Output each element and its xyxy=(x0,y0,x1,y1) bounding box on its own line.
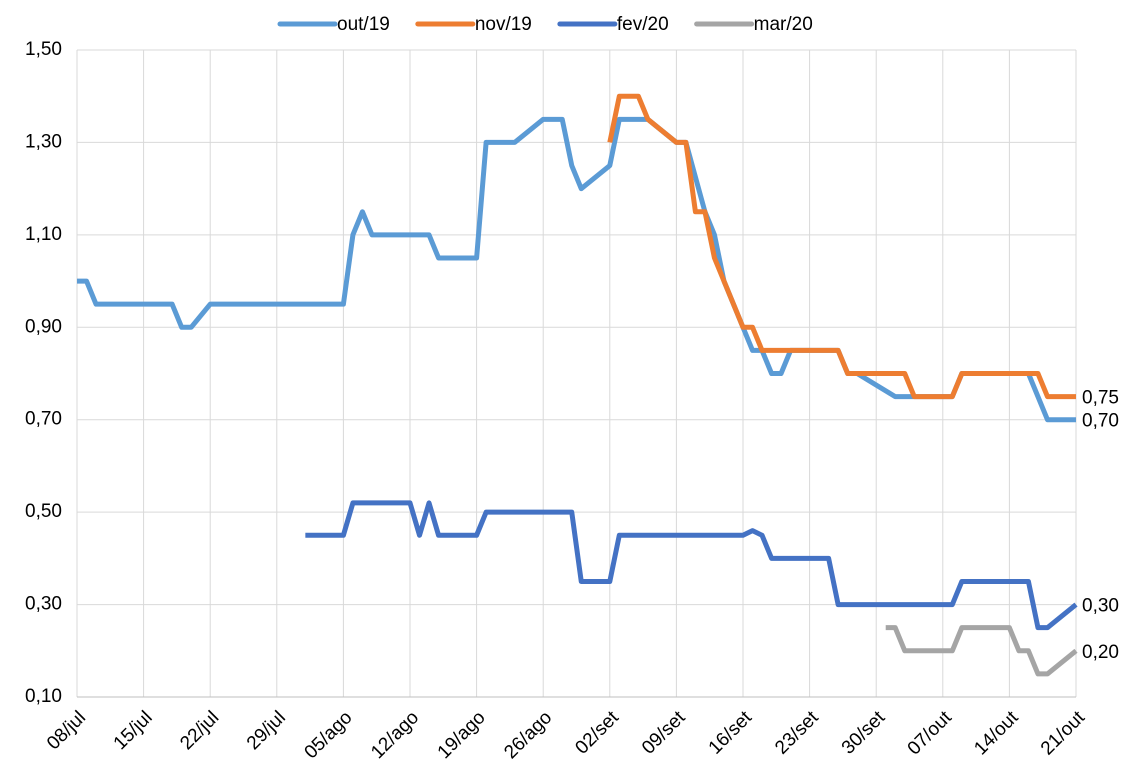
y-tick-label: 1,50 xyxy=(25,39,62,60)
x-tick-label: 05/ago xyxy=(301,707,357,763)
y-tick-label: 0,70 xyxy=(25,409,62,430)
x-tick-label: 07/out xyxy=(904,707,957,760)
x-tick-label: 29/jul xyxy=(243,707,290,754)
x-tick-label: 12/ago xyxy=(367,707,423,763)
x-tick-label: 19/ago xyxy=(434,707,490,763)
series-line xyxy=(77,116,1076,423)
x-tick-label: 14/out xyxy=(970,707,1023,760)
y-tick-label: 0,10 xyxy=(25,686,62,707)
legend-label: fev/20 xyxy=(617,14,669,35)
legend-label: out/19 xyxy=(337,14,390,35)
x-tick-label: 02/set xyxy=(571,707,623,759)
x-tick-label: 22/jul xyxy=(176,707,223,754)
end-label: 0,70 xyxy=(1082,411,1119,432)
y-tick-label: 1,10 xyxy=(25,224,62,245)
end-label: 0,75 xyxy=(1082,388,1119,409)
y-tick-label: 0,90 xyxy=(25,316,62,337)
legend-label: mar/20 xyxy=(754,14,813,35)
y-tick-label: 0,50 xyxy=(25,501,62,522)
x-tick-label: 16/set xyxy=(705,707,757,759)
x-tick-label: 21/out xyxy=(1037,707,1090,760)
series-line xyxy=(607,93,1076,400)
x-tick-label: 30/set xyxy=(838,707,890,759)
x-tick-label: 09/set xyxy=(638,707,690,759)
legend-label: nov/19 xyxy=(475,14,532,35)
end-label: 0,20 xyxy=(1082,642,1119,663)
x-tick-label: 15/jul xyxy=(110,707,157,754)
series-line xyxy=(885,625,1078,677)
y-tick-label: 0,30 xyxy=(25,594,62,615)
x-tick-label: 26/ago xyxy=(500,707,556,763)
x-tick-label: 08/jul xyxy=(43,707,90,754)
y-tick-label: 1,30 xyxy=(25,131,62,152)
x-tick-label: 23/set xyxy=(771,707,823,759)
series-line xyxy=(305,500,1078,631)
end-label: 0,30 xyxy=(1082,596,1119,617)
